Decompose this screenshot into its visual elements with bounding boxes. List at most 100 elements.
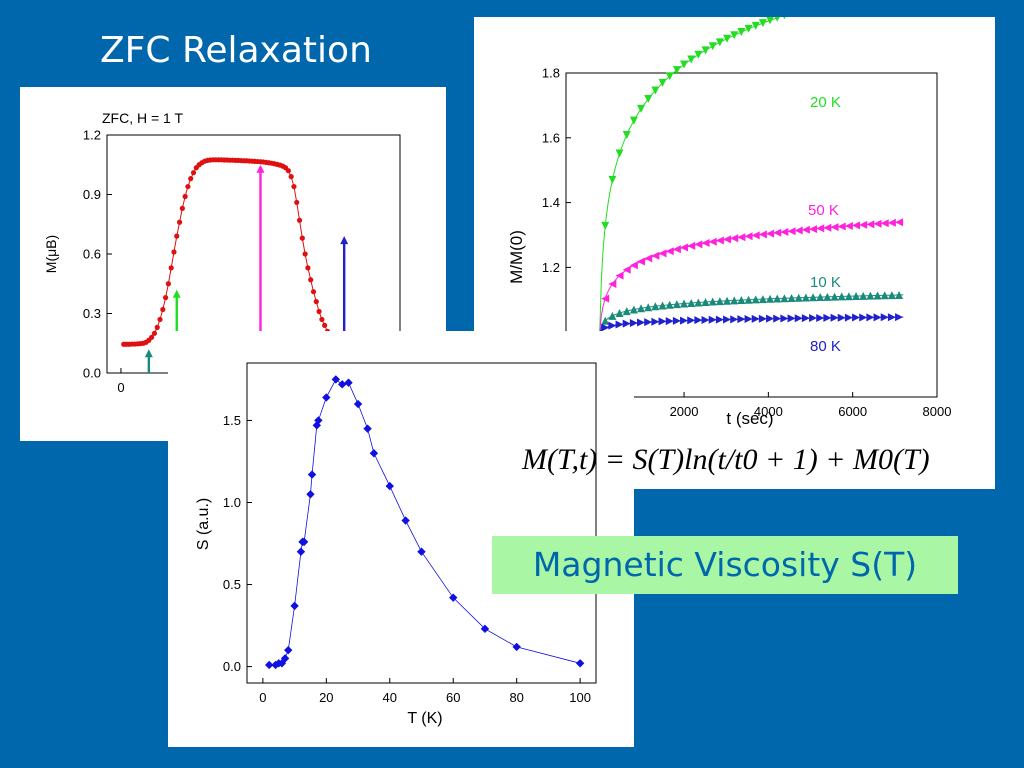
relax-data-point [780,314,789,323]
relax-data-point [744,232,753,241]
relax-data-point [774,17,780,22]
relax-data-point [773,294,782,303]
relax-data-point [830,223,839,232]
relax-data-point [708,315,717,324]
relax-data-point [665,317,674,326]
zfc-data-point [171,249,177,255]
zfc-data-point [149,334,155,340]
zfc-data-point [174,233,180,239]
relax-data-point [737,233,746,242]
zfc-x-tick-label: 0 [117,380,124,395]
zfc-data-point [160,306,166,313]
relax-data-point [644,318,653,327]
relax-data-point [701,46,710,55]
relax-data-point [880,313,889,322]
relax-series-line [599,17,781,333]
relax-data-point [873,313,882,322]
relax-data-point [773,314,782,323]
visc-data-point [331,375,341,384]
relax-data-point [801,293,810,302]
visc-y-tick-label: 0.5 [223,577,241,592]
zfc-series [121,157,389,353]
relax-data-point [887,218,896,227]
relax-data-point [708,237,717,246]
relax-data-point [651,317,660,326]
relax-data-point [615,271,624,280]
visc-data-point [322,393,331,402]
zfc-data-point [322,322,328,328]
visc-data-point [306,490,315,499]
relax-data-point [622,130,631,139]
relax-y-tick-label: 1.4 [542,195,560,210]
zfc-y-tick-label: 0.6 [83,247,101,262]
zfc-marker-arrowhead [144,349,153,358]
relax-data-point [629,261,638,270]
relax-y-tick-label: 1.8 [542,66,560,81]
viscosity-series [265,375,585,670]
relax-data-point [730,31,739,40]
relax-data-point [859,313,868,322]
relax-data-point [830,313,839,322]
visc-data-point [265,660,274,670]
visc-x-tick-label: 100 [569,690,591,705]
relax-data-point [615,320,624,329]
relax-data-point [608,280,617,289]
relax-data-point [601,294,610,303]
visc-data-point [401,516,410,525]
relax-data-point [866,313,875,322]
zfc-data-point [313,299,319,305]
relaxation-series: 20 K 50 K 10 K 80 K [599,17,904,355]
relax-data-point [737,27,746,36]
relax-data-point [601,323,610,332]
zfc-y-tick-label: 0.3 [83,306,101,321]
relax-data-point [744,24,753,33]
relax-x-tick-label: 4000 [754,404,783,419]
relax-data-point [608,311,617,320]
zfc-data-point [165,281,171,287]
zfc-data-point [308,277,314,283]
relax-data-point [622,307,631,316]
viscosity-chart: 0.0 0.5 1.0 1.5 0 20 40 60 80 100 S (a.u.) T (K) [195,362,597,727]
relax-data-point [723,296,732,305]
relax-data-point [644,254,653,263]
relax-data-point [744,315,753,324]
relax-data-point [837,222,846,231]
relax-data-point [680,243,689,252]
relax-data-point [637,304,646,313]
relax-y-tick-label: 1.6 [542,130,560,145]
relax-data-point [730,296,739,305]
relax-data-point [680,299,689,308]
visc-data-point [385,481,394,491]
relax-data-point [852,313,861,322]
visc-data-point [363,424,372,433]
relaxation-x-axis: 2000 4000 6000 8000 [670,392,951,419]
zfc-data-point [302,251,308,257]
relax-series-label: 20 K [810,94,841,111]
relax-data-point [895,218,904,227]
relax-data-point [773,228,782,237]
relax-data-point [766,17,774,25]
relax-data-point [880,291,889,300]
visc-data-point [353,399,363,409]
visc-series-line [269,378,581,666]
relax-data-point [787,314,796,323]
relax-data-point [658,78,667,87]
relax-data-point [830,292,839,301]
relax-data-point [787,293,796,302]
viscosity-x-axis: 0 20 40 60 80 100 [259,678,591,705]
relax-data-point [708,42,717,51]
zfc-data-point [154,324,160,330]
zfc-y-axis: 0.0 0.3 0.6 0.9 1.2 [83,128,112,381]
relax-data-point [794,226,803,235]
relax-data-point [809,225,818,234]
relax-series-label: 10 K [810,274,841,291]
relax-data-point [758,314,767,323]
viscosity-x-label: T (K) [407,710,442,727]
zfc-y-tick-label: 1.2 [83,128,101,143]
zfc-marker-arrowhead [256,164,265,173]
visc-x-tick-label: 0 [259,690,266,705]
visc-data-point [512,642,521,652]
zfc-data-point [157,316,163,323]
viscosity-plot-frame [246,362,597,684]
relax-data-point [801,314,810,323]
